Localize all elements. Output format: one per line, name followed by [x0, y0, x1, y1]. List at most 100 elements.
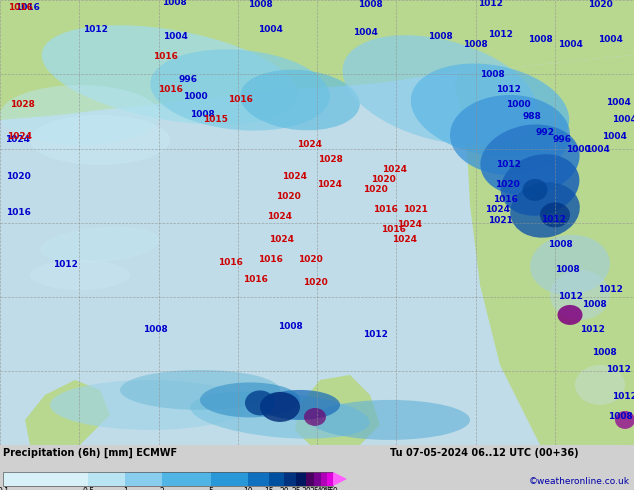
Text: 1000: 1000 [183, 93, 207, 101]
Text: 1004: 1004 [353, 28, 377, 38]
Text: 1008: 1008 [480, 71, 505, 79]
Text: 1024: 1024 [268, 213, 292, 221]
Text: 1008: 1008 [592, 348, 616, 357]
Ellipse shape [450, 95, 570, 175]
Text: 40: 40 [316, 487, 326, 490]
Text: 1008: 1008 [527, 35, 552, 45]
Polygon shape [0, 0, 634, 120]
Ellipse shape [501, 154, 579, 216]
Text: 1016: 1016 [8, 3, 32, 13]
Text: 988: 988 [522, 113, 541, 122]
Bar [3, 472, 333, 486]
Text: 1000: 1000 [566, 146, 590, 154]
Text: 1008: 1008 [581, 300, 606, 310]
Bar [321, 472, 327, 486]
Text: 1021: 1021 [488, 217, 512, 225]
Text: 1008: 1008 [427, 32, 453, 42]
Text: 1: 1 [123, 487, 127, 490]
Bar [89, 472, 126, 486]
Text: 1012: 1012 [496, 85, 521, 95]
Text: 1008: 1008 [190, 110, 214, 120]
Text: 1020: 1020 [302, 278, 327, 288]
Bar [327, 472, 333, 486]
Polygon shape [455, 0, 634, 445]
Text: 1020: 1020 [371, 175, 396, 184]
Text: 1024: 1024 [283, 172, 307, 181]
Ellipse shape [50, 380, 250, 430]
Text: 1020: 1020 [6, 172, 30, 181]
Text: 1012: 1012 [612, 392, 634, 401]
Text: 1008: 1008 [463, 41, 488, 49]
Text: ©weatheronline.co.uk: ©weatheronline.co.uk [529, 477, 630, 486]
Bar [314, 472, 321, 486]
Text: 1008: 1008 [162, 0, 186, 7]
Text: 10: 10 [243, 487, 252, 490]
Text: 35: 35 [309, 487, 319, 490]
Text: 1004: 1004 [598, 35, 623, 45]
Bar [210, 472, 247, 486]
Text: 1016: 1016 [217, 258, 242, 268]
Ellipse shape [120, 370, 280, 410]
Ellipse shape [304, 408, 326, 426]
Bar [3, 472, 89, 486]
Text: 1012: 1012 [496, 160, 521, 170]
Ellipse shape [615, 411, 634, 429]
Ellipse shape [411, 64, 569, 156]
Ellipse shape [260, 390, 340, 420]
Ellipse shape [190, 391, 370, 439]
Text: 1020: 1020 [297, 255, 322, 265]
Text: 1016: 1016 [15, 3, 39, 13]
Ellipse shape [550, 270, 610, 320]
Ellipse shape [42, 25, 298, 125]
Text: 45: 45 [323, 487, 332, 490]
Text: 1008: 1008 [248, 0, 273, 9]
Text: 1028: 1028 [318, 155, 342, 165]
Ellipse shape [30, 260, 130, 290]
Text: 1000: 1000 [506, 100, 530, 109]
Text: 1004: 1004 [162, 32, 188, 42]
Text: 1020: 1020 [276, 193, 301, 201]
Text: 1024: 1024 [382, 166, 408, 174]
Text: 1024: 1024 [318, 180, 342, 190]
Text: 1012: 1012 [598, 286, 623, 294]
Text: 1004: 1004 [257, 25, 282, 34]
Text: 1008: 1008 [143, 325, 167, 335]
Text: 1021: 1021 [403, 205, 427, 215]
Text: 996: 996 [179, 75, 198, 84]
Text: 0.1: 0.1 [0, 487, 9, 490]
Text: 1028: 1028 [10, 100, 34, 109]
Text: 0.5: 0.5 [82, 487, 94, 490]
Text: 1024: 1024 [392, 236, 418, 245]
Text: 1016: 1016 [6, 208, 30, 218]
Text: 1016: 1016 [380, 225, 405, 234]
Ellipse shape [200, 382, 300, 417]
Text: 1012: 1012 [605, 366, 630, 374]
Text: 1016: 1016 [243, 275, 268, 285]
Ellipse shape [557, 305, 583, 325]
Ellipse shape [245, 391, 275, 416]
Polygon shape [580, 415, 634, 445]
Text: 1004: 1004 [585, 146, 609, 154]
Text: 1012: 1012 [53, 261, 77, 270]
Text: 1008: 1008 [358, 0, 382, 9]
Text: 1016: 1016 [493, 196, 517, 204]
Bar [296, 472, 306, 486]
Ellipse shape [522, 179, 548, 201]
Ellipse shape [530, 235, 610, 295]
Text: 1012: 1012 [579, 325, 604, 335]
Ellipse shape [575, 365, 625, 405]
Text: 1008: 1008 [607, 413, 632, 421]
Text: 1004: 1004 [557, 41, 583, 49]
Text: 1016: 1016 [373, 205, 398, 215]
Text: 1008: 1008 [555, 266, 579, 274]
Text: 50: 50 [328, 487, 338, 490]
Text: 1008: 1008 [548, 241, 573, 249]
Text: 1024: 1024 [486, 205, 510, 215]
Text: 20: 20 [280, 487, 289, 490]
Text: 1024: 1024 [6, 135, 30, 145]
Bar [284, 472, 296, 486]
Ellipse shape [481, 124, 579, 196]
Ellipse shape [540, 202, 570, 227]
Text: 1012: 1012 [82, 25, 107, 34]
Text: 1015: 1015 [202, 116, 228, 124]
